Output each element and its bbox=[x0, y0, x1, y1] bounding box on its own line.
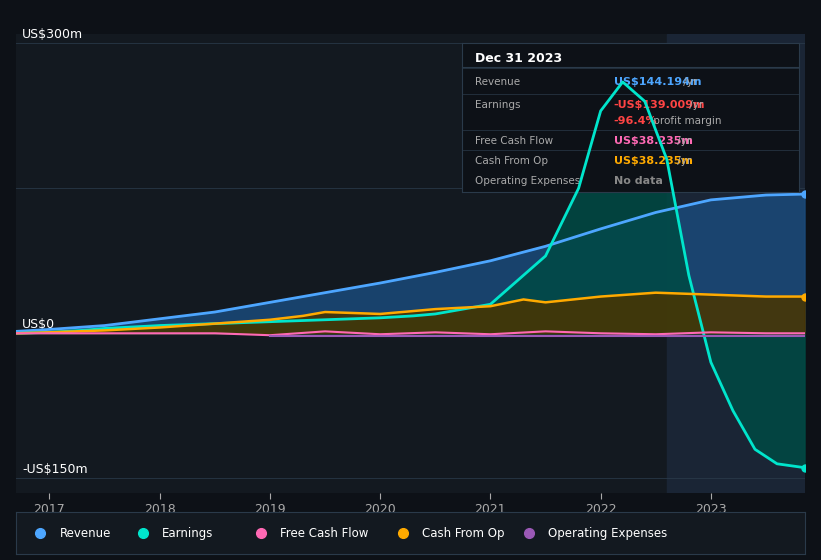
Text: Operating Expenses: Operating Expenses bbox=[548, 527, 667, 540]
Text: US$300m: US$300m bbox=[22, 29, 83, 41]
Text: Cash From Op: Cash From Op bbox=[422, 527, 505, 540]
Text: Revenue: Revenue bbox=[60, 527, 111, 540]
Text: Free Cash Flow: Free Cash Flow bbox=[281, 527, 369, 540]
Bar bbox=[667, 34, 805, 493]
Text: -US$150m: -US$150m bbox=[22, 463, 88, 477]
Text: US$0: US$0 bbox=[22, 318, 55, 332]
Text: Earnings: Earnings bbox=[163, 527, 213, 540]
